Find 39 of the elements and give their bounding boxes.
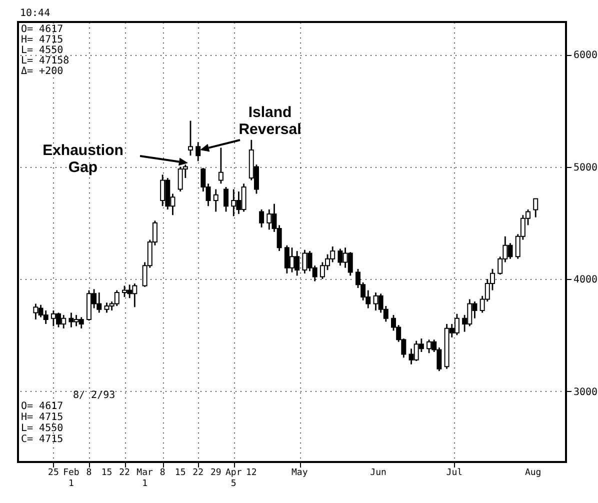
x-tick-label: 8 (86, 468, 92, 478)
x-tick-label: 22 (192, 468, 204, 478)
annotation: Island Reversal (238, 104, 302, 138)
y-tick-label: 5000 (574, 162, 598, 174)
text: 10:44 (20, 8, 50, 19)
annotation: H= 4715 (21, 34, 64, 46)
x-tick-label: 25 (48, 468, 59, 478)
candlestick (533, 198, 538, 218)
x-tick-label: Aug (524, 468, 542, 478)
x-tick-label: Jul (446, 468, 463, 478)
y-tick-label: 6000 (574, 50, 598, 62)
annotation: H= 4715 (21, 412, 64, 423)
annotation: Exhaustion Gap (42, 142, 124, 176)
annotation: Δ= +200 (21, 66, 64, 77)
x-tick-label: Feb 1 (63, 468, 80, 489)
annotation: 8/ 2/93 (73, 390, 116, 401)
x-tick-label: 15 (101, 468, 112, 478)
annotation: L= 47158 (21, 56, 70, 66)
y-tick-label: 4000 (574, 274, 598, 286)
x-tick-label: Jun (370, 468, 386, 478)
x-tick-label: Mar 1 (136, 468, 154, 489)
candlestick (218, 147, 224, 184)
x-tick-label: 29 (210, 468, 222, 478)
x-tick-label: May (291, 468, 308, 478)
x-tick-label: 8 (160, 468, 166, 478)
candlestick (259, 208, 264, 228)
annotation: C= 4715 (21, 434, 64, 445)
candlestick (224, 186, 229, 212)
annotation: O= 4617 (21, 24, 64, 35)
annotation: O= 4617 (21, 401, 64, 412)
x-tick-label: 22 (119, 468, 130, 478)
candlestick (213, 188, 218, 212)
y-tick-label: 3000 (574, 386, 598, 398)
candlestick (188, 120, 193, 156)
annotation: L= 4550 (21, 45, 64, 56)
annotation: L= 4550 (21, 423, 64, 434)
x-tick-label: 12 (246, 468, 257, 478)
x-tick-label: 15 (174, 468, 186, 478)
x-tick-label: Apr 5 (226, 468, 242, 489)
